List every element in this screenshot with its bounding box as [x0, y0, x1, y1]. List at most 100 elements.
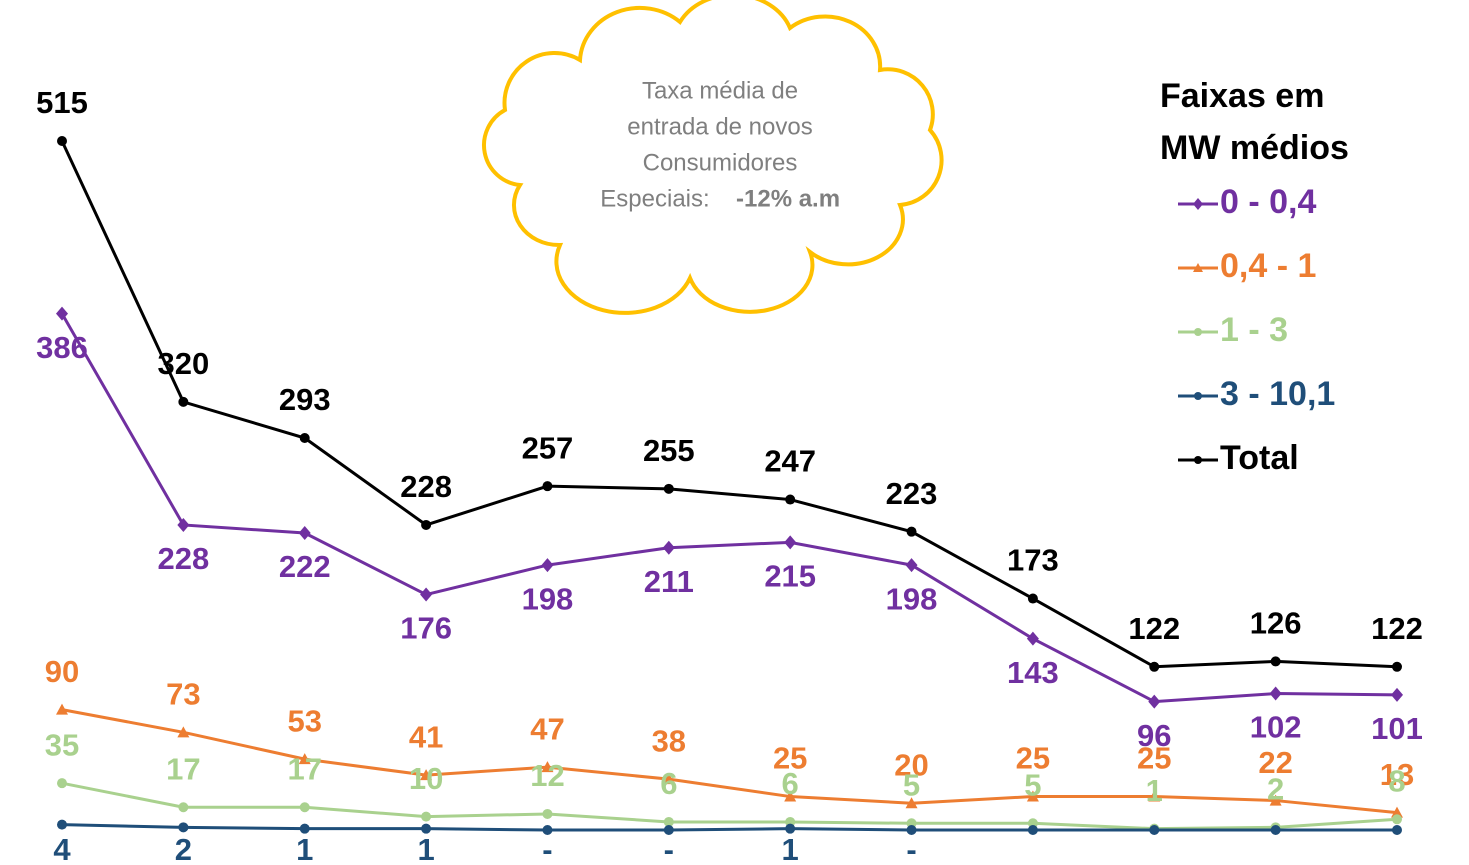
marker — [1027, 593, 1038, 604]
marker — [663, 825, 674, 835]
data-label: 223 — [886, 476, 938, 511]
data-label: 6 — [782, 766, 799, 801]
marker — [905, 558, 918, 573]
marker — [421, 811, 432, 822]
marker — [1027, 825, 1038, 835]
marker — [298, 753, 311, 765]
marker — [56, 306, 68, 321]
data-label: 228 — [400, 469, 452, 504]
data-label: 247 — [764, 444, 816, 479]
data-label: 17 — [287, 751, 321, 786]
data-label: 1 — [782, 832, 799, 865]
marker — [906, 526, 917, 537]
data-label: 320 — [157, 346, 209, 381]
marker — [1391, 806, 1403, 818]
marker — [298, 525, 311, 540]
marker — [1149, 825, 1160, 835]
marker — [785, 823, 796, 834]
marker — [1026, 631, 1039, 646]
marker — [663, 816, 674, 827]
marker — [784, 790, 797, 802]
marker — [299, 433, 310, 444]
data-label: 1 — [296, 832, 313, 865]
marker — [662, 773, 675, 785]
marker — [1269, 794, 1282, 806]
marker — [1026, 790, 1039, 802]
data-label: 22 — [1258, 745, 1292, 780]
data-label: 35 — [45, 727, 79, 762]
marker — [178, 822, 189, 833]
marker — [542, 481, 553, 492]
data-label: 25 — [773, 741, 807, 776]
annotation-cloud — [482, 0, 944, 315]
data-label: 386 — [36, 330, 88, 365]
annotation-text: Consumidores — [643, 149, 798, 176]
marker — [663, 483, 674, 494]
annotation-text: Taxa média de — [642, 77, 798, 104]
series-line — [61, 781, 1398, 831]
marker — [785, 494, 796, 505]
data-label: - — [906, 832, 916, 865]
marker — [542, 825, 553, 835]
series-line — [61, 823, 1397, 832]
marker — [662, 540, 675, 555]
marker — [177, 517, 190, 532]
data-label: 198 — [886, 581, 938, 616]
data-label: 126 — [1250, 606, 1302, 641]
annotation-text: entrada de novos — [627, 113, 812, 140]
data-label: 1 — [417, 832, 434, 865]
data-label: 12 — [530, 758, 564, 793]
marker — [541, 761, 554, 773]
marker — [905, 797, 918, 809]
data-label: 101 — [1371, 711, 1423, 746]
marker — [1269, 686, 1282, 701]
data-label: - — [542, 832, 552, 865]
data-label: 13 — [1380, 757, 1414, 792]
data-label: 515 — [36, 85, 88, 120]
data-label: - — [664, 832, 674, 865]
marker — [1194, 328, 1202, 336]
marker — [1391, 687, 1403, 702]
series-line — [61, 708, 1398, 815]
data-label: 2 — [175, 832, 192, 865]
marker — [57, 819, 67, 830]
data-label: 1 — [1146, 773, 1163, 808]
marker — [1148, 694, 1161, 709]
data-label: 176 — [400, 611, 452, 646]
marker — [299, 823, 310, 834]
legend-label: Total — [1220, 439, 1299, 477]
marker — [784, 535, 797, 550]
marker — [541, 558, 554, 573]
data-label: 8 — [1388, 763, 1405, 798]
legend-title: MW médios — [1160, 129, 1349, 167]
legend-label: 0 - 0,4 — [1220, 183, 1316, 221]
marker — [57, 778, 67, 789]
marker — [177, 726, 190, 738]
marker — [1194, 392, 1202, 400]
marker — [421, 823, 432, 834]
data-label: 222 — [279, 549, 331, 584]
data-label: 96 — [1137, 718, 1171, 753]
annotation-highlight: -12% a.m — [736, 185, 840, 212]
marker — [1270, 656, 1281, 667]
series-line — [60, 140, 1398, 669]
legend-label: 0,4 - 1 — [1220, 247, 1316, 285]
marker — [1270, 825, 1281, 835]
data-label: 6 — [660, 766, 677, 801]
data-label: 293 — [279, 382, 331, 417]
data-label: 73 — [166, 677, 200, 712]
marker — [1193, 263, 1203, 272]
data-label: 17 — [166, 751, 200, 786]
data-label: 2 — [1267, 772, 1284, 807]
marker — [1149, 661, 1160, 672]
marker — [421, 519, 432, 530]
marker — [57, 136, 67, 146]
data-label: 255 — [643, 433, 695, 468]
data-label: 38 — [652, 723, 686, 758]
marker — [420, 769, 433, 781]
data-label: 53 — [287, 703, 321, 738]
data-label: 10 — [409, 761, 443, 796]
data-label: 4 — [53, 832, 71, 865]
marker — [1194, 456, 1202, 464]
